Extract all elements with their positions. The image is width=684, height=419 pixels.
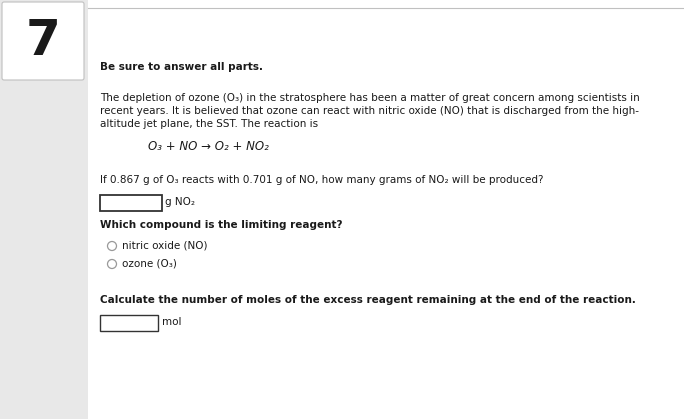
Text: If 0.867 g of O₃ reacts with 0.701 g of NO, how many grams of NO₂ will be produc: If 0.867 g of O₃ reacts with 0.701 g of …	[100, 175, 544, 185]
FancyBboxPatch shape	[2, 2, 84, 80]
Text: mol: mol	[162, 317, 181, 327]
Text: recent years. It is believed that ozone can react with nitric oxide (NO) that is: recent years. It is believed that ozone …	[100, 106, 639, 116]
Text: O₃ + NO → O₂ + NO₂: O₃ + NO → O₂ + NO₂	[148, 140, 269, 153]
Text: Which compound is the limiting reagent?: Which compound is the limiting reagent?	[100, 220, 343, 230]
Text: The depletion of ozone (O₃) in the stratosphere has been a matter of great conce: The depletion of ozone (O₃) in the strat…	[100, 93, 640, 103]
Text: nitric oxide (NO): nitric oxide (NO)	[122, 241, 207, 251]
FancyBboxPatch shape	[88, 0, 684, 419]
Text: altitude jet plane, the SST. The reaction is: altitude jet plane, the SST. The reactio…	[100, 119, 318, 129]
Text: Calculate the number of moles of the excess reagent remaining at the end of the : Calculate the number of moles of the exc…	[100, 295, 636, 305]
FancyBboxPatch shape	[100, 195, 162, 211]
Text: Be sure to answer all parts.: Be sure to answer all parts.	[100, 62, 263, 72]
FancyBboxPatch shape	[100, 315, 158, 331]
Text: 7: 7	[25, 17, 60, 65]
Text: ozone (O₃): ozone (O₃)	[122, 259, 177, 269]
Text: g NO₂: g NO₂	[165, 197, 195, 207]
